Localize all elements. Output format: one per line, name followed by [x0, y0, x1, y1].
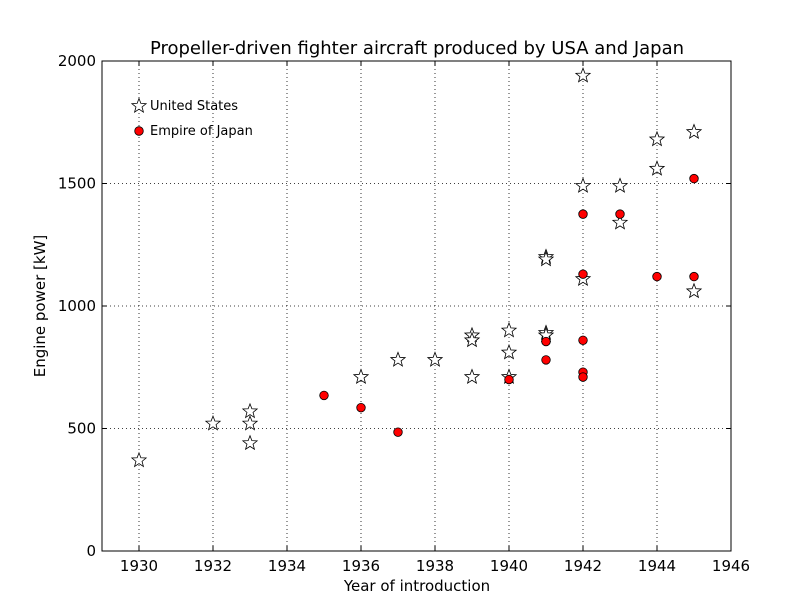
y-tick-label: 0 [86, 542, 96, 560]
japan-aircraft-point [578, 209, 588, 219]
us-aircraft-point [648, 130, 666, 147]
us-aircraft-point [241, 414, 259, 431]
japan-aircraft-point [689, 271, 699, 282]
x-tick-label: 1938 [416, 557, 454, 575]
japan-aircraft-point [393, 427, 403, 437]
chart-title: Propeller-driven fighter aircraft produc… [150, 38, 684, 59]
japan-aircraft-point [578, 269, 588, 279]
x-tick-label: 1930 [120, 557, 158, 575]
us-aircraft-point [685, 282, 703, 299]
us-aircraft-point [685, 123, 703, 140]
x-tick-label: 1934 [268, 557, 306, 575]
plot-frame [101, 60, 732, 552]
x-tick-label: 1932 [194, 557, 232, 575]
japan-aircraft-point [541, 336, 551, 347]
x-tick-label: 1944 [638, 557, 676, 575]
japan-aircraft-point [652, 271, 662, 282]
japan-aircraft-point [504, 374, 514, 385]
japan-aircraft-point [541, 355, 551, 365]
us-aircraft-point [574, 177, 592, 193]
us-aircraft-point [537, 250, 555, 267]
y-tick-label: 500 [67, 420, 96, 438]
us-aircraft-point [611, 214, 629, 230]
us-aircraft-point [389, 351, 407, 367]
japan-aircraft-point [578, 335, 588, 346]
x-tick-label: 1940 [490, 557, 528, 575]
japan-aircraft-point [578, 372, 588, 382]
japan-aircraft-point [689, 173, 699, 184]
x-tick-label: 1936 [342, 557, 380, 575]
x-tick-label: 1942 [564, 557, 602, 575]
us-aircraft-point [204, 414, 222, 431]
us-aircraft-point [500, 321, 518, 338]
x-axis-title: Year of introduction [343, 577, 490, 595]
us-aircraft-point [500, 343, 518, 360]
legend-label: United States [150, 99, 238, 114]
legend: United States Empire of Japan [130, 97, 253, 139]
y-tick-label: 1500 [58, 175, 96, 193]
us-aircraft-point [426, 351, 444, 367]
us-aircraft-point [574, 67, 592, 83]
us-aircraft-point [648, 160, 666, 176]
x-tick-label: 1946 [712, 557, 750, 575]
legend-label: Empire of Japan [150, 124, 253, 139]
japan-aircraft-point [319, 390, 329, 401]
japan-aircraft-point [615, 209, 625, 219]
us-aircraft-point [463, 331, 481, 348]
y-tick-label: 2000 [58, 52, 96, 70]
legend-marker-empire-of-japan [134, 126, 144, 136]
us-aircraft-point [130, 451, 148, 468]
us-aircraft-point [241, 402, 259, 419]
data-marks [130, 67, 703, 468]
japan-aircraft-point [356, 402, 366, 413]
us-aircraft-point [241, 434, 259, 451]
y-axis-title: Engine power [kW] [31, 235, 49, 378]
us-aircraft-point [611, 177, 629, 193]
tick-labels: 1930 1932 1934 1936 1938 1940 1942 1944 1946 0 500… [58, 52, 750, 575]
y-tick-label: 1000 [58, 297, 96, 315]
legend-marker-united-states [130, 97, 148, 113]
us-aircraft-point [352, 368, 370, 385]
us-aircraft-point [463, 368, 481, 385]
